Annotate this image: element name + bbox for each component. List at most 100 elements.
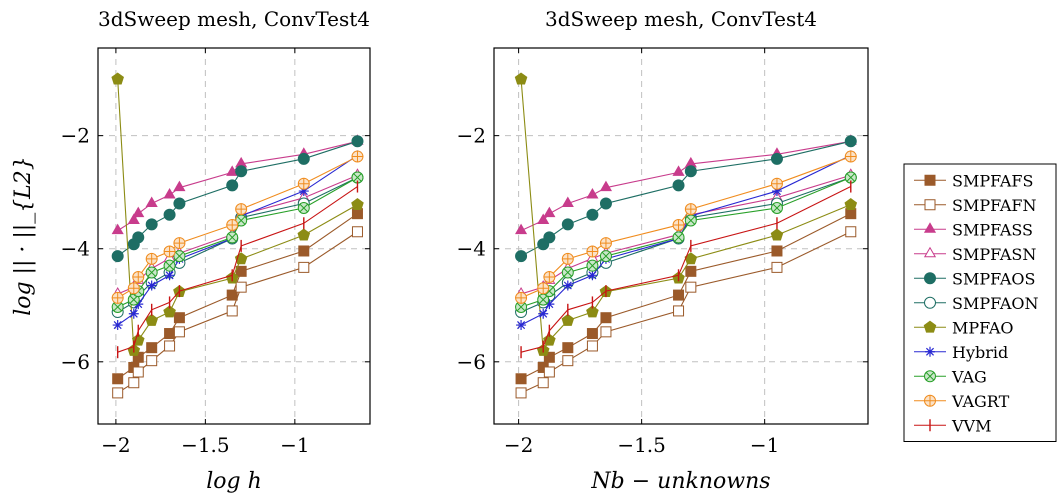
- data-point: [515, 250, 528, 263]
- x-tick-label: −1.5: [617, 433, 666, 457]
- data-point: [562, 355, 574, 367]
- data-point: [544, 299, 555, 310]
- data-point: [132, 206, 145, 218]
- chart-panel-2: −2 −1.5 −1 −2 −4 −6 3dSweep mesh, ConvTest4 Nb …: [457, 7, 869, 494]
- legend-entry-smpfass: SMPFASS: [914, 220, 1033, 239]
- y-tick-label: −6: [61, 350, 90, 374]
- legend-marker: [924, 272, 936, 285]
- series-vagrt: [111, 150, 364, 304]
- data-point: [515, 300, 528, 313]
- y-axis-label: log || · ||_{L2}: [11, 156, 36, 316]
- chart-title: 3dSweep mesh, ConvTest4: [545, 7, 817, 31]
- data-point: [127, 213, 140, 224]
- legend-marker: [923, 246, 937, 258]
- legend-label: SMPFASN: [952, 245, 1036, 264]
- data-point: [145, 218, 158, 231]
- legend-entry-vag: VAG: [914, 367, 987, 386]
- data-point: [128, 377, 140, 389]
- series-smpfaos: [111, 135, 364, 263]
- legend-marker: [924, 370, 936, 383]
- data-point: [587, 270, 598, 281]
- data-point: [163, 259, 176, 272]
- legend-entry-smpfafn: SMPFAFN: [914, 196, 1036, 215]
- x-axis-label: Nb − unknowns: [590, 469, 770, 494]
- data-point: [351, 135, 364, 148]
- data-point: [561, 218, 574, 231]
- legend-marker: [925, 346, 935, 357]
- legend-label: SMPFASS: [952, 220, 1033, 239]
- series-mpfao: [514, 72, 858, 356]
- series-line: [520, 154, 852, 326]
- data-point: [844, 135, 857, 148]
- series-vag: [111, 171, 364, 313]
- data-point: [297, 202, 310, 215]
- data-point: [672, 231, 685, 244]
- data-point: [164, 328, 176, 340]
- data-point: [586, 245, 599, 258]
- data-point: [235, 165, 248, 178]
- data-point: [111, 291, 124, 304]
- data-point: [111, 223, 124, 235]
- chart-panel-1: −2 −1.5 −1 −2 −4 −6 3dSweep mesh, ConvTest4 log…: [11, 7, 371, 494]
- data-point: [146, 342, 158, 354]
- data-point: [543, 270, 556, 283]
- data-point: [586, 188, 599, 199]
- data-point: [561, 196, 574, 207]
- data-point: [600, 326, 612, 338]
- data-point: [163, 188, 176, 199]
- legend-entry-smpfaos: SMPFAOS: [914, 269, 1035, 288]
- data-point: [351, 150, 364, 163]
- data-point: [599, 237, 612, 250]
- data-point: [145, 196, 158, 207]
- data-point: [351, 198, 364, 210]
- legend-marker: [924, 174, 936, 186]
- data-point: [537, 377, 549, 389]
- legend-label: SMPFAOS: [952, 269, 1035, 288]
- data-point: [515, 387, 527, 399]
- data-point: [599, 180, 613, 192]
- legend-label: VVM: [951, 416, 992, 435]
- data-point: [515, 223, 528, 235]
- data-point: [112, 320, 123, 331]
- y-tick-label: −6: [457, 350, 486, 374]
- plot-frame: [493, 47, 869, 425]
- data-point: [111, 72, 124, 85]
- data-point: [297, 152, 310, 165]
- data-point: [127, 282, 140, 295]
- data-point: [515, 373, 527, 385]
- data-point: [145, 266, 158, 279]
- data-point: [771, 261, 783, 273]
- data-point: [586, 208, 599, 221]
- data-point: [164, 340, 176, 352]
- data-point: [770, 228, 784, 241]
- data-point: [770, 202, 783, 215]
- data-point: [173, 326, 185, 338]
- series-smpfafs: [515, 208, 857, 385]
- series-vagrt: [515, 150, 857, 304]
- data-point: [844, 150, 857, 163]
- data-point: [845, 226, 857, 238]
- data-point: [515, 291, 528, 304]
- legend-marker: [923, 222, 937, 233]
- data-point: [132, 366, 144, 378]
- data-point: [684, 214, 697, 227]
- data-point: [112, 387, 124, 399]
- data-point: [145, 252, 158, 265]
- data-point: [298, 186, 309, 197]
- data-point: [771, 245, 783, 257]
- plot-frame: [97, 47, 371, 425]
- data-point: [516, 320, 527, 331]
- y-tick-label: −2: [457, 124, 486, 148]
- data-point: [673, 305, 685, 317]
- x-tick-label: −2: [101, 433, 130, 457]
- data-point: [586, 305, 599, 318]
- legend-entry-smpfafs: SMPFAFS: [914, 171, 1033, 190]
- data-point: [599, 250, 612, 263]
- legend-entry-mpfao: MPFAO: [914, 318, 1014, 337]
- data-point: [226, 179, 239, 192]
- data-point: [163, 305, 176, 318]
- series-vvm: [520, 180, 852, 359]
- data-point: [298, 261, 310, 273]
- legend-marker: [923, 320, 937, 333]
- legend-label: MPFAO: [952, 318, 1014, 337]
